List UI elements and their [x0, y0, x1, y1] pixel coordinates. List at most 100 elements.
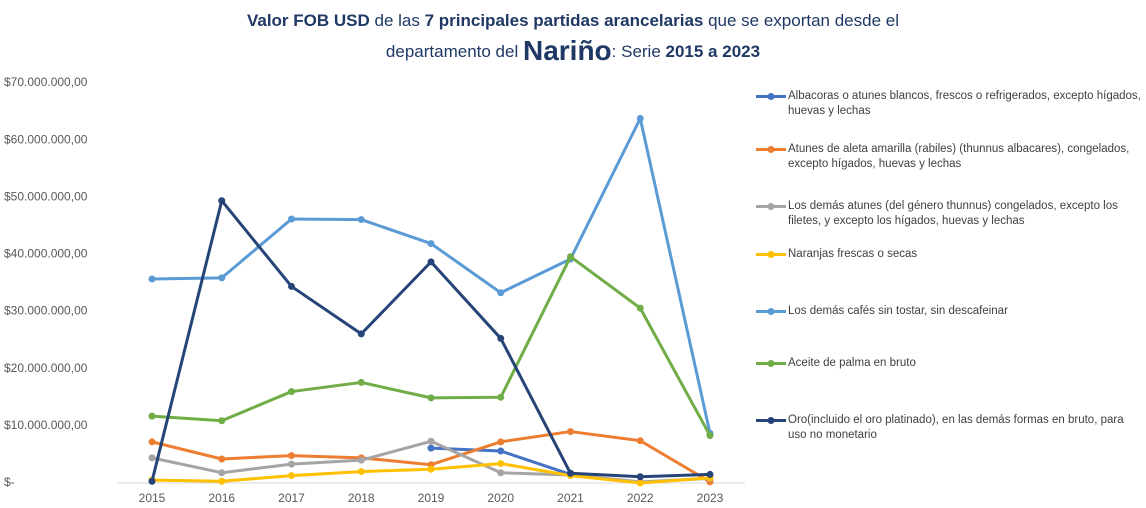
legend-swatch [754, 304, 788, 319]
data-point [497, 438, 505, 446]
title-part: Valor FOB USD [246, 11, 370, 30]
legend-entry: Naranjas frescas o secas [754, 247, 1144, 262]
series-line [151, 255, 712, 437]
x-tick-label: 2018 [348, 491, 375, 505]
series-line [151, 116, 712, 434]
legend-swatch [754, 142, 788, 157]
data-point [497, 393, 505, 401]
title-part: Nariño [522, 35, 612, 66]
y-tick-label: $10.000.000,00 [4, 418, 88, 432]
legend-entry: Atunes de aleta amarilla (rabiles) (thun… [754, 142, 1144, 172]
legend-dot [767, 417, 775, 424]
legend-label: Aceite de palma en bruto [788, 357, 916, 369]
data-point [497, 334, 505, 342]
data-point [288, 472, 295, 480]
title-part: 2015 a 2023 [665, 42, 761, 61]
data-point [148, 454, 156, 462]
y-tick-label: $20.000.000,00 [4, 361, 88, 375]
legend-label: Los demás atunes (del género thunnus) co… [788, 200, 1118, 227]
data-point [148, 438, 156, 446]
title-part: departamento del [385, 42, 523, 61]
data-point [218, 417, 226, 425]
y-tick-label: $50.000.000,00 [4, 189, 88, 203]
legend-entry: Oro(incluido el oro platinado), en las d… [754, 413, 1144, 443]
legend-swatch [754, 89, 788, 104]
legend-entry: Los demás atunes (del género thunnus) co… [754, 199, 1144, 229]
data-point [567, 469, 574, 477]
data-point [288, 452, 295, 460]
legend-entry: Albacoras o atunes blancos, frescos o re… [754, 89, 1144, 119]
data-point [148, 477, 156, 485]
data-point [148, 412, 156, 420]
x-tick-label: 2021 [557, 491, 584, 505]
data-point [636, 437, 644, 445]
title-part: de las [369, 11, 425, 30]
legend-marker [756, 93, 786, 100]
data-point [427, 258, 435, 266]
legend-label: Albacoras o atunes blancos, frescos o re… [788, 90, 1141, 117]
legend-dot [767, 203, 775, 210]
data-point [497, 447, 505, 455]
y-tick-label: $60.000.000,00 [4, 132, 88, 146]
data-point [357, 330, 365, 338]
data-point [218, 274, 226, 282]
data-point [218, 455, 226, 463]
legend-dot [767, 251, 775, 258]
x-tick-label: 2023 [697, 491, 724, 505]
data-point [427, 465, 435, 473]
title-part: : Serie [611, 42, 666, 61]
data-point [636, 479, 644, 487]
x-tick-label: 2019 [418, 491, 445, 505]
legend-marker [756, 417, 786, 424]
data-point [497, 469, 505, 477]
data-point [567, 428, 574, 436]
y-tick-label: $- [4, 475, 15, 489]
legend-swatch [754, 247, 788, 262]
data-point [636, 473, 644, 481]
legend-swatch [754, 413, 788, 428]
data-point [218, 469, 226, 477]
y-tick-label: $70.000.000,00 [4, 75, 88, 89]
data-point [288, 282, 295, 290]
legend-label: Atunes de aleta amarilla (rabiles) (thun… [788, 143, 1130, 170]
data-point [706, 470, 714, 478]
legend-marker [756, 308, 786, 315]
title-part: que se exportan desde el [703, 11, 900, 30]
y-tick-label: $30.000.000,00 [4, 304, 88, 318]
data-point [357, 378, 365, 386]
title-line: departamento del Nariño: Serie 2015 a 20… [0, 36, 1146, 67]
x-tick-label: 2022 [627, 491, 654, 505]
legend-dot [767, 308, 775, 315]
legend-marker [756, 251, 786, 258]
data-point [427, 394, 435, 402]
data-point [218, 477, 226, 485]
legend-label: Naranjas frescas o secas [788, 248, 918, 260]
legend-marker [756, 360, 786, 367]
legend-entry: Los demás cafés sin tostar, sin descafei… [754, 304, 1144, 319]
chart-title: Valor FOB USD de las 7 principales parti… [0, 6, 1146, 67]
data-point [288, 215, 295, 223]
legend-label: Oro(incluido el oro platinado), en las d… [788, 414, 1124, 441]
legend-label: Los demás cafés sin tostar, sin descafei… [788, 305, 1008, 317]
x-tick-label: 2017 [278, 491, 305, 505]
legend-marker [756, 146, 786, 153]
x-tick-label: 2020 [487, 491, 514, 505]
data-point [427, 444, 435, 452]
data-point [427, 240, 435, 248]
data-point [567, 253, 574, 261]
data-point [288, 388, 295, 396]
x-tick-label: 2015 [139, 491, 166, 505]
data-point [288, 460, 295, 468]
y-tick-label: $40.000.000,00 [4, 247, 88, 261]
legend-dot [767, 93, 775, 100]
legend-dot [767, 146, 775, 153]
data-point [706, 432, 714, 440]
data-point [357, 456, 365, 464]
title-part: 7 principales partidas arancelarias [424, 11, 704, 30]
data-point [636, 114, 644, 122]
data-point [357, 216, 365, 224]
x-tick-label: 2016 [208, 491, 235, 505]
data-point [218, 197, 226, 205]
